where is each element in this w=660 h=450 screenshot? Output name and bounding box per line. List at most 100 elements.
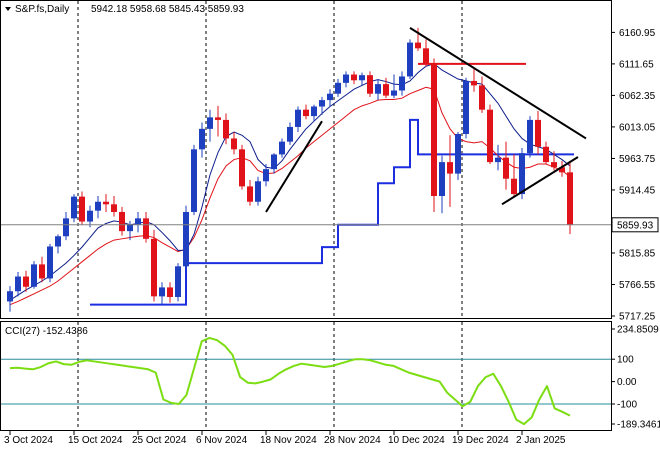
cci-tick-label: 100	[617, 355, 634, 366]
candle	[351, 71, 357, 85]
candle	[495, 144, 501, 171]
chart-title: S&P.fs,Daily	[15, 4, 69, 15]
candle	[183, 205, 189, 270]
candle	[319, 96, 325, 115]
candle	[23, 270, 29, 292]
candle-body	[327, 93, 333, 101]
candle-body	[103, 201, 109, 205]
candle-body	[431, 63, 437, 196]
time-tick-label: 15 Oct 2024	[68, 435, 123, 446]
candle-body	[71, 196, 77, 219]
stop-line-series	[90, 118, 574, 306]
candle-body	[527, 119, 533, 154]
candle	[199, 122, 205, 158]
price-tick-label: 5963.75	[619, 154, 656, 165]
candle-body	[263, 169, 269, 182]
cci-title: CCI(27) -152.4386	[5, 326, 88, 337]
candle	[559, 160, 565, 177]
candle-body	[351, 74, 357, 81]
candle	[231, 132, 237, 155]
candle-body	[47, 246, 53, 279]
candle-body	[87, 210, 93, 222]
candle-body	[311, 106, 317, 117]
candle	[567, 161, 573, 235]
candle	[127, 220, 133, 241]
candle	[119, 206, 125, 236]
candle	[31, 261, 37, 289]
slow-moving-average-line	[9, 86, 571, 306]
candle	[39, 256, 45, 283]
candle	[359, 72, 365, 86]
cci-line	[9, 336, 571, 426]
candle-body	[119, 211, 125, 232]
candle	[399, 71, 405, 96]
candle	[423, 39, 429, 67]
candle	[343, 71, 349, 88]
candle-body	[383, 84, 389, 96]
cci-panel: CCI(27) -152.4386	[0, 321, 612, 431]
candle-body	[79, 196, 85, 222]
candle	[479, 76, 485, 113]
candle-body	[559, 167, 565, 173]
candle	[375, 79, 381, 101]
candle	[47, 243, 53, 283]
candle-body	[439, 162, 445, 196]
candle	[527, 116, 533, 158]
chart-header: S&P.fs,Daily 5942.18 5958.68 5845.43 585…	[5, 4, 244, 15]
candle-body	[287, 126, 293, 142]
candle	[367, 71, 373, 97]
price-axis: 6160.95 6111.65 6062.35 6013.05 5963.75 5914.…	[611, 28, 659, 323]
candle	[15, 272, 21, 297]
price-panel: S&P.fs,Daily 5942.18 5958.68 5845.43 585…	[0, 0, 612, 319]
time-tick-label: 10 Dec 2024	[388, 435, 445, 446]
time-tick-label: 25 Oct 2024	[132, 435, 187, 446]
candle	[271, 153, 277, 174]
candle	[415, 27, 421, 51]
cci-panel-border	[0, 321, 612, 431]
candle-body	[15, 276, 21, 292]
cci-tick-label: 234.8509	[617, 325, 659, 336]
price-tick-label: 5766.55	[619, 280, 656, 291]
trendline	[501, 156, 579, 206]
candle-body	[447, 162, 453, 174]
candle-body	[215, 117, 221, 120]
cci-tick-label: 0.00	[617, 377, 637, 388]
candle	[407, 39, 413, 80]
candle	[151, 229, 157, 302]
last-price-badge-box	[611, 217, 659, 233]
trendlines	[265, 27, 587, 213]
candle-body	[143, 218, 149, 239]
candle-body	[487, 109, 493, 163]
candle-body	[135, 218, 141, 225]
candle-body	[167, 287, 173, 297]
candle	[135, 211, 141, 233]
candle	[471, 68, 477, 92]
candlestick-series	[7, 27, 573, 312]
candle-body	[239, 149, 245, 187]
time-tick-label: 18 Nov 2024	[260, 435, 317, 446]
candle	[103, 194, 109, 212]
candle	[191, 144, 197, 216]
candle	[215, 105, 221, 137]
price-tick-label: 6062.35	[619, 91, 656, 102]
cci-series	[9, 336, 571, 426]
candle	[95, 195, 101, 219]
candle-body	[23, 276, 29, 287]
candle-body	[391, 90, 397, 96]
candle-body	[183, 211, 189, 267]
candle-body	[415, 42, 421, 49]
candle-body	[551, 162, 557, 168]
candle	[207, 109, 213, 142]
candle-body	[455, 133, 461, 174]
candle-body	[503, 157, 509, 179]
ohlc-readout: 5942.18 5958.68 5845.43 5859.93	[91, 4, 244, 15]
time-tick-label: 19 Dec 2024	[452, 435, 509, 446]
candle	[255, 176, 261, 206]
candle-body	[247, 186, 253, 202]
candle	[239, 144, 245, 190]
candle-body	[151, 238, 157, 297]
trendline	[409, 27, 587, 140]
price-tick-label: 5815.85	[619, 248, 656, 259]
candle	[159, 282, 165, 305]
